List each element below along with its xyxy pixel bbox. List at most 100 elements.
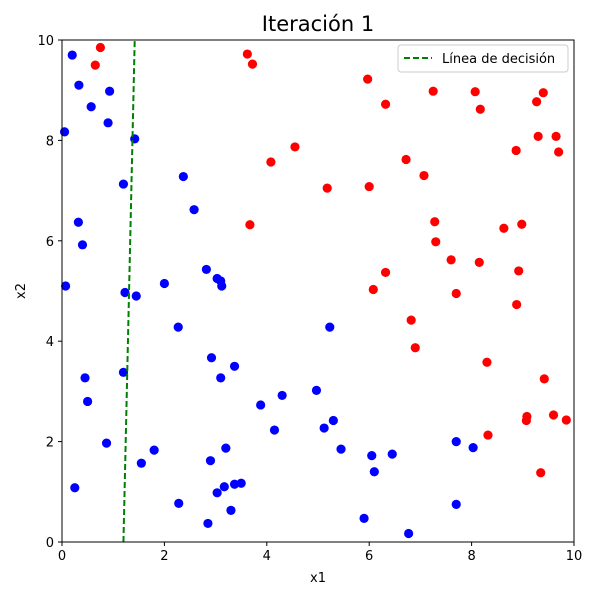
data-point-series-1-27	[311, 385, 322, 395]
data-point-series-1-0	[67, 50, 77, 60]
data-point-series-0-11	[533, 131, 543, 141]
data-point-series-0-18	[419, 170, 429, 181]
data-point-series-0-23	[431, 237, 441, 247]
data-point-series-1-23	[229, 361, 240, 371]
data-point-series-0-25	[517, 219, 527, 229]
data-point-series-1-22	[206, 353, 217, 363]
data-point-series-1-12	[60, 281, 71, 291]
data-point-series-1-21	[325, 322, 335, 332]
data-point-series-1-54	[203, 518, 213, 529]
x-tick-label-6: 6	[365, 549, 373, 564]
data-point-series-0-13	[554, 147, 564, 157]
data-point-series-0-20	[364, 181, 374, 192]
data-point-series-0-2	[242, 49, 252, 59]
data-point-series-1-17	[159, 278, 169, 289]
data-point-series-0-42	[536, 468, 546, 478]
data-point-series-0-1	[90, 60, 100, 70]
data-point-series-1-7	[118, 179, 129, 189]
data-point-series-0-33	[406, 315, 416, 325]
data-point-series-0-6	[428, 86, 438, 96]
data-point-series-1-3	[86, 102, 96, 112]
data-point-series-1-9	[189, 205, 199, 215]
data-point-series-1-2	[105, 86, 115, 96]
data-point-series-1-16	[217, 281, 227, 291]
data-point-series-1-32	[319, 423, 329, 433]
x-axis-label: x1	[310, 571, 326, 586]
data-point-series-0-22	[245, 220, 255, 230]
data-point-series-1-28	[277, 390, 287, 401]
data-point-series-0-41	[483, 430, 493, 440]
data-point-series-0-29	[380, 267, 391, 278]
data-point-series-1-50	[174, 498, 184, 508]
x-tick-label-2: 2	[160, 549, 168, 564]
data-point-series-0-15	[266, 157, 276, 167]
data-point-series-0-39	[548, 410, 559, 420]
data-point-series-1-29	[83, 396, 93, 407]
y-tick-label-10: 10	[37, 34, 54, 49]
points-layer	[59, 42, 571, 539]
data-point-series-1-35	[451, 437, 461, 447]
data-point-series-1-33	[269, 425, 280, 435]
data-point-series-0-5	[380, 99, 391, 109]
data-point-series-1-5	[59, 127, 70, 137]
data-point-series-1-11	[77, 240, 88, 250]
data-point-series-1-40	[367, 451, 377, 461]
axes-frame	[61, 39, 575, 543]
data-point-series-1-53	[359, 513, 369, 524]
decision-line-layer	[122, 39, 136, 543]
data-point-series-1-8	[178, 171, 188, 182]
y-axis-label: x2	[14, 283, 29, 299]
y-tick-label-8: 8	[46, 134, 54, 149]
data-point-series-0-24	[499, 223, 509, 233]
data-point-series-0-28	[514, 266, 524, 276]
data-point-series-0-10	[532, 97, 542, 107]
x-tick-label-0: 0	[58, 549, 66, 564]
data-point-series-1-49	[212, 488, 222, 498]
data-point-series-1-4	[103, 118, 113, 128]
data-point-series-1-51	[451, 499, 461, 509]
legend-box	[397, 44, 569, 73]
data-point-series-0-16	[290, 142, 300, 152]
data-point-series-1-52	[226, 505, 236, 515]
data-point-series-1-24	[118, 367, 129, 377]
y-tick-label-4: 4	[46, 335, 54, 350]
y-tick-label-6: 6	[46, 235, 54, 250]
ticks-layer: 0 2 4 6 8 10 0 2 4 6 8 10	[37, 34, 582, 564]
decision-line	[122, 39, 136, 543]
legend: Línea de decisión	[397, 44, 569, 73]
data-point-series-0-40	[561, 415, 571, 425]
data-point-series-0-12	[551, 131, 561, 141]
x-tick-label-8: 8	[467, 549, 475, 564]
data-point-series-1-10	[73, 217, 83, 227]
data-point-series-1-48	[229, 479, 240, 489]
data-point-series-0-7	[470, 87, 480, 97]
data-point-series-1-26	[216, 373, 226, 383]
data-point-series-0-3	[247, 59, 258, 69]
data-point-series-1-20	[173, 322, 183, 332]
data-point-series-1-46	[219, 482, 229, 492]
data-point-series-1-45	[70, 483, 80, 493]
data-point-series-1-13	[201, 264, 211, 275]
data-point-series-0-8	[475, 104, 485, 114]
data-point-series-1-41	[387, 449, 397, 459]
legend-label: Línea de decisión	[442, 52, 555, 67]
data-point-series-0-14	[511, 145, 521, 156]
data-point-series-0-19	[322, 183, 332, 193]
data-point-series-0-26	[446, 255, 456, 265]
data-point-series-1-44	[369, 467, 379, 477]
data-point-series-1-18	[120, 287, 130, 298]
data-point-series-1-42	[136, 458, 146, 468]
data-point-series-1-34	[101, 438, 112, 448]
data-point-series-0-30	[368, 284, 378, 295]
data-point-series-0-32	[512, 299, 522, 310]
data-point-series-0-31	[451, 288, 461, 299]
data-point-series-0-36	[539, 374, 549, 384]
data-point-series-0-0	[95, 42, 105, 53]
chart-title: Iteración 1	[262, 12, 374, 36]
data-point-series-1-37	[221, 443, 231, 453]
data-point-series-1-39	[149, 445, 159, 455]
y-tick-label-2: 2	[46, 436, 54, 451]
data-point-series-1-25	[80, 373, 90, 383]
data-point-series-1-1	[74, 80, 84, 90]
